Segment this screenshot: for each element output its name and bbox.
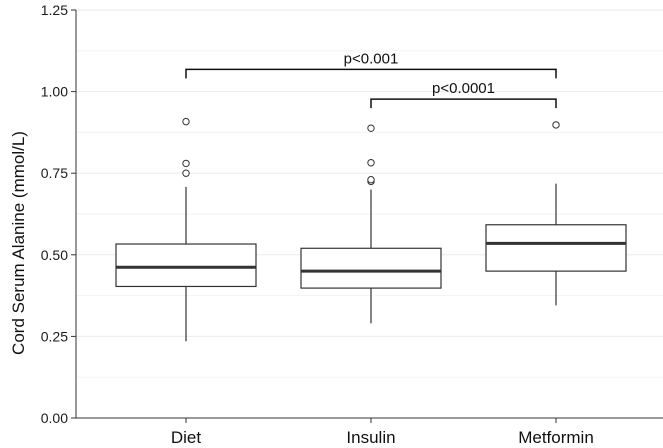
y-tick-label: 1.00: [41, 84, 68, 100]
y-tick-label: 0.00: [41, 410, 68, 426]
significance-bracket-1: p<0.001: [185, 50, 557, 79]
p-value-label: p<0.001: [344, 50, 399, 67]
y-tick-label: 0.25: [41, 328, 68, 344]
axes: 0.00 0.25 0.50 0.75 1.00 1.25 Diet Insulin Metfo…: [41, 2, 663, 447]
gridlines: [76, 9, 663, 419]
box-insulin: [300, 124, 442, 324]
iqr-box: [485, 224, 627, 272]
box-metformin: [485, 121, 627, 306]
outlier-point: [367, 176, 375, 184]
significance-bracket-2: p<0.0001: [370, 80, 557, 109]
boxes: [115, 117, 627, 342]
y-tick-label: 1.25: [41, 2, 68, 18]
x-tick-label-diet: Diet: [171, 428, 202, 447]
bracket-line: [185, 68, 557, 79]
outlier-point: [552, 121, 560, 129]
significance-annotations: p<0.001 p<0.0001: [185, 50, 557, 109]
x-tick-label-insulin: Insulin: [346, 428, 395, 447]
iqr-box: [300, 247, 442, 289]
p-value-label: p<0.0001: [432, 80, 495, 97]
bracket-line: [370, 98, 557, 109]
outlier-point: [367, 124, 375, 132]
y-tick-label: 0.75: [41, 165, 68, 181]
iqr-box: [115, 243, 257, 288]
x-tick-label-metformin: Metformin: [518, 428, 594, 447]
outlier-point: [367, 159, 375, 167]
y-axis-title: Cord Serum Alanine (mmol/L): [9, 131, 28, 355]
y-tick-label: 0.50: [41, 247, 68, 263]
box-diet: [115, 117, 257, 342]
outlier-point: [182, 169, 190, 177]
outlier-point: [182, 159, 190, 168]
outlier-point: [182, 117, 190, 126]
